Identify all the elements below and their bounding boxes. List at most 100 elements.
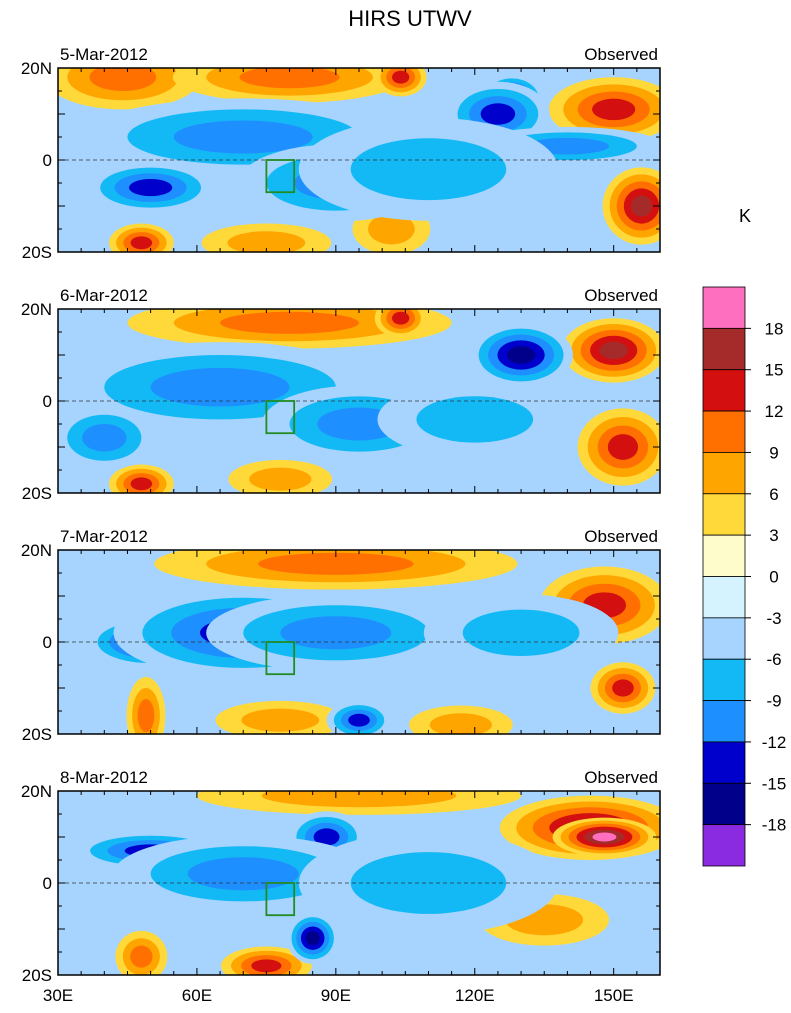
contour-p4-a3-l6 <box>592 832 617 842</box>
contour-p1-a8-l2 <box>368 213 415 245</box>
contour-p2-a4-l4 <box>607 434 639 460</box>
contour-p2-a5-l4 <box>130 477 153 491</box>
contour-p3-a7-l2 <box>429 713 492 734</box>
colorbar-label: 15 <box>765 361 784 380</box>
panel-1: 20N 0 20S 5-Mar-2012 Observed <box>21 45 661 262</box>
anomaly-field <box>58 791 660 975</box>
y-tick-label: 0 <box>43 151 52 170</box>
contour-p4-a8-l4 <box>313 828 340 846</box>
contour-p2-a2-l4 <box>392 311 410 325</box>
contour-p1-a3-l4 <box>392 70 410 84</box>
contour-p4-a4-l4 <box>251 959 282 973</box>
region-box <box>265 641 296 676</box>
colorbar-label: -12 <box>762 733 787 752</box>
contour-p2-a6-l2 <box>249 467 312 491</box>
colorbar-label: 3 <box>769 526 778 545</box>
contour-p2-a12-l2 <box>416 396 534 443</box>
anomaly-field <box>58 68 660 252</box>
x-tick-label: 150E <box>594 986 634 1005</box>
contour-p3-a1-l3 <box>258 552 414 575</box>
anomaly-field <box>58 309 660 493</box>
y-tick-label: 20N <box>21 782 52 801</box>
colorbar-label: 6 <box>769 485 778 504</box>
colorbar-label: -9 <box>766 692 781 711</box>
colorbar-label: -18 <box>762 816 787 835</box>
colorbar-swatch <box>702 327 746 371</box>
panels: 20N 0 20S 5-Mar-2012 Observed 20N 0 20S 6-Mar-20… <box>21 45 661 1005</box>
chart-title: HIRS UTWV <box>348 6 472 31</box>
panel-date: 7-Mar-2012 <box>60 527 148 546</box>
panel-observed-label: Observed <box>584 527 658 546</box>
colorbar-label: -3 <box>766 609 781 628</box>
colorbar-swatch <box>702 658 746 701</box>
contour-p3-a12-l2 <box>462 609 580 656</box>
contour-p1-a6-l4 <box>130 236 153 250</box>
contour-p1-a11-l3 <box>173 120 313 154</box>
colorbar-swatch <box>702 286 746 329</box>
contour-p1-a10-l4 <box>480 103 516 125</box>
y-tick-label: 20N <box>21 300 52 319</box>
colorbar-swatch <box>702 741 746 784</box>
colorbar-label: 9 <box>769 443 778 462</box>
contour-p4-a1-l2 <box>261 791 457 808</box>
contour-p2-a1-l3 <box>220 311 359 334</box>
panel-observed-label: Observed <box>584 45 658 64</box>
colorbar-swatch <box>702 782 746 826</box>
y-tick-label: 20S <box>22 484 52 503</box>
anomaly-field <box>58 550 660 734</box>
panel-4: 20N 0 20S 8-Mar-2012 Observed <box>21 768 661 985</box>
contour-p4-a5-l3 <box>130 945 153 968</box>
contour-p4-a9-l5 <box>305 931 320 946</box>
colorbar-swatch <box>702 617 746 660</box>
contour-p3-a11-l3 <box>280 616 392 650</box>
contour-p3-a5-l3 <box>137 699 155 733</box>
contour-p1-a5-l5 <box>630 195 653 217</box>
y-tick-label: 0 <box>43 392 52 411</box>
y-tick-label: 20N <box>21 541 52 560</box>
panel-date: 6-Mar-2012 <box>60 286 148 305</box>
colorbar: 18 15 12 9 6 3 0 -3 -6 -9 -12 -15 -18 <box>702 286 787 867</box>
y-tick-label: 0 <box>43 874 52 893</box>
contour-p2-a3-l5 <box>599 341 628 360</box>
colorbar-label: 12 <box>765 402 784 421</box>
contour-p2-a11-l3 <box>82 424 127 452</box>
y-tick-label: 0 <box>43 633 52 652</box>
colorbar-swatch <box>702 452 746 495</box>
panel-date: 5-Mar-2012 <box>60 45 148 64</box>
contour-p1-a4-l4 <box>592 98 636 121</box>
panel-date: 8-Mar-2012 <box>60 768 148 787</box>
contour-p2-a7-l5 <box>506 346 536 364</box>
contour-p3-a4-l4 <box>612 679 634 697</box>
colorbar-label: -15 <box>762 774 787 793</box>
colorbar-label: -6 <box>766 650 781 669</box>
region-box <box>265 159 296 194</box>
contour-p1-a1-l3 <box>89 68 157 91</box>
y-tick-label: 20N <box>21 59 52 78</box>
panel-2: 20N 0 20S 6-Mar-2012 Observed <box>21 286 661 503</box>
panel-3: 20N 0 20S 7-Mar-2012 Observed <box>21 527 661 744</box>
contour-p4-a11-l2 <box>350 852 507 914</box>
colorbar-label: 18 <box>765 319 784 338</box>
panel-observed-label: Observed <box>584 286 658 305</box>
colorbar-unit-label: K <box>739 206 751 226</box>
colorbar-swatch <box>702 369 746 412</box>
contour-p1-a15-l2 <box>350 138 507 201</box>
colorbar-swatch <box>702 824 746 867</box>
colorbar-swatch <box>702 534 746 577</box>
x-tick-label: 90E <box>321 986 351 1005</box>
colorbar-swatch <box>702 493 746 536</box>
x-tick-label: 60E <box>182 986 212 1005</box>
contour-p2-a9-l3 <box>150 367 290 407</box>
y-tick-label: 20S <box>22 725 52 744</box>
y-tick-label: 20S <box>22 966 52 985</box>
x-tick-label: 30E <box>43 986 73 1005</box>
x-tick-label: 120E <box>455 986 495 1005</box>
colorbar-swatch <box>702 700 746 743</box>
colorbar-label: 0 <box>769 568 778 587</box>
region-box <box>265 882 296 917</box>
contour-p3-a10-l4 <box>348 713 370 727</box>
contour-p4-a10-l3 <box>187 857 299 891</box>
colorbar-swatch <box>702 576 746 619</box>
panel-observed-label: Observed <box>584 768 658 787</box>
